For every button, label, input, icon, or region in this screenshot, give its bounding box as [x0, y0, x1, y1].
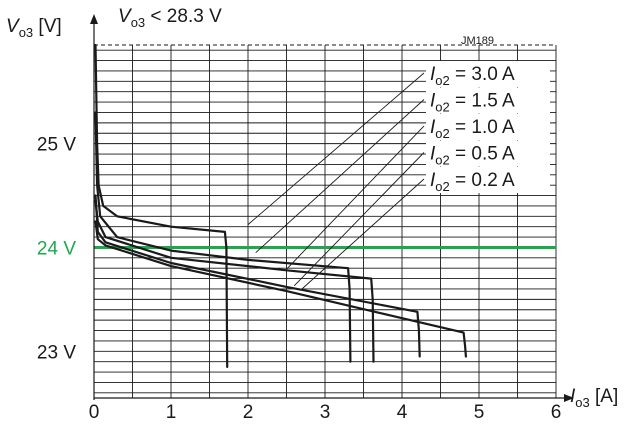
- figure-id: JM189: [461, 35, 494, 47]
- leader-line-3: [293, 152, 425, 287]
- series-line-4: [94, 220, 467, 358]
- legend-entry-4: Io2 = 0.2 A: [430, 170, 515, 194]
- series-line-3: [94, 194, 421, 358]
- legend-entry-1: Io2 = 1.5 A: [430, 91, 515, 115]
- labels: 0 1 2 3 4 5 6 23 V 24 V 25 V Vo3 [V] Vo3 < 28.3 V JM…: [6, 6, 618, 423]
- x-tick-label: 3: [320, 402, 331, 423]
- legend-leaders: [247, 72, 425, 290]
- y-tick-label: 23 V: [37, 342, 76, 363]
- y-axis-label: Vo3 [V]: [6, 16, 62, 40]
- legend-bg: [426, 61, 550, 87]
- leader-line-0: [247, 72, 425, 225]
- legend-entry-3: Io2 = 0.5 A: [430, 144, 515, 168]
- x-tick-label: 4: [397, 402, 408, 423]
- legend-entry-2: Io2 = 1.0 A: [430, 117, 515, 141]
- x-tick-label: 5: [474, 402, 485, 423]
- legend-bg: [426, 167, 550, 193]
- axes: [90, 14, 574, 402]
- x-tick-label: 0: [89, 402, 100, 423]
- leader-line-2: [286, 125, 425, 270]
- x-axis-label: Io3 [A]: [570, 386, 618, 410]
- y-tick-label: 24 V: [37, 238, 76, 259]
- y-tick-label: 25 V: [37, 135, 76, 156]
- legend-bg: [426, 114, 550, 140]
- legend-entry-0: Io2 = 3.0 A: [430, 64, 515, 88]
- limit-annotation: Vo3 < 28.3 V: [118, 6, 222, 30]
- leader-line-4: [301, 178, 425, 290]
- curves: [94, 43, 467, 368]
- x-tick-label: 1: [166, 402, 177, 423]
- legend-bg: [426, 87, 550, 114]
- x-tick-label: 2: [243, 402, 254, 423]
- legend-bg: [426, 140, 550, 167]
- series-line-1: [94, 111, 352, 363]
- series-line-2: [94, 199, 375, 363]
- x-tick-label: 6: [551, 402, 562, 423]
- x-axis-arrow: [564, 394, 574, 402]
- series-line-0: [94, 43, 229, 368]
- y-axis-arrow: [90, 14, 98, 24]
- leader-line-1: [255, 99, 425, 253]
